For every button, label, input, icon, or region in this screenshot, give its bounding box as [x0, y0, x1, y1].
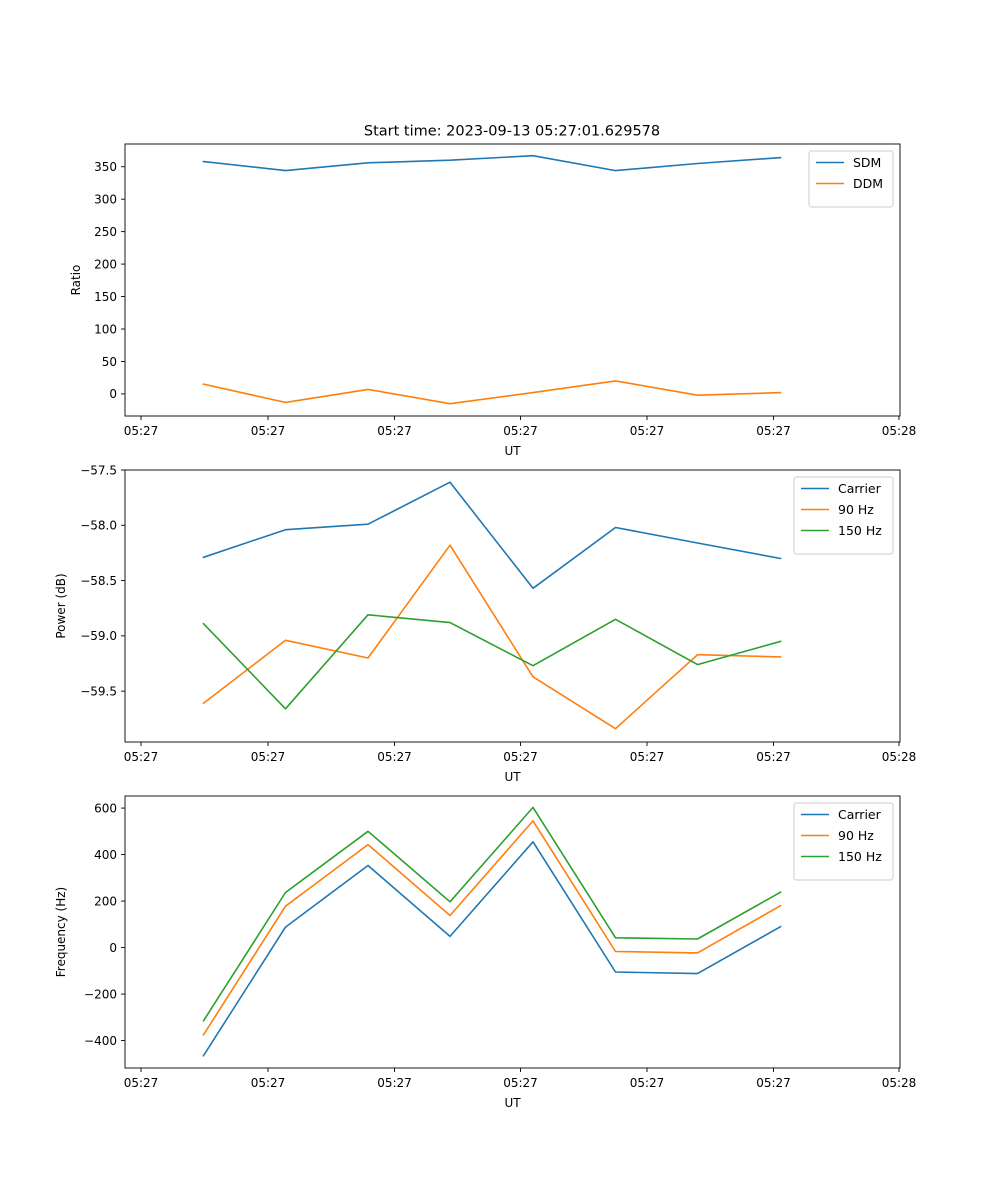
- y-axis-label: Power (dB): [54, 573, 68, 638]
- series-line-carrier: [202, 481, 782, 590]
- series-line-90-hz: [202, 820, 782, 1036]
- legend-box: [793, 476, 894, 555]
- legend-label: 150 Hz: [838, 849, 882, 864]
- y-tick-label: 50: [102, 355, 117, 369]
- x-tick-label: 05:27: [377, 750, 412, 764]
- y-axis-label: Frequency (Hz): [54, 887, 68, 978]
- legend-box: [808, 150, 894, 208]
- y-tick-label: −58.5: [80, 574, 117, 588]
- axes-frame: [124, 469, 901, 743]
- legend-box: [793, 802, 894, 881]
- series-line-sdm: [202, 154, 782, 172]
- x-tick-label: 05:27: [756, 424, 791, 438]
- y-tick-label: −400: [84, 1034, 117, 1048]
- y-tick-label: −59.0: [80, 629, 117, 643]
- x-tick-label: 05:27: [630, 750, 665, 764]
- legend-label: 150 Hz: [838, 523, 882, 538]
- legend: Carrier 90 Hz 150 Hz: [793, 476, 894, 555]
- y-tick-label: 0: [109, 387, 117, 401]
- x-tick-label: 05:27: [251, 750, 286, 764]
- x-tick-label: 05:27: [630, 424, 665, 438]
- legend-label: DDM: [853, 176, 883, 191]
- y-tick-label: 600: [94, 801, 117, 815]
- x-tick-label: 05:27: [503, 1076, 538, 1090]
- x-tick-label: 05:27: [630, 1076, 665, 1090]
- x-axis-label: UT: [504, 770, 521, 784]
- y-tick-label: −59.5: [80, 684, 117, 698]
- legend: SDM DDM: [808, 150, 894, 208]
- chart-panel-1: 05:27 05:27 05:27 05:27 05:27 05:27 05:28 0 50 10…: [69, 143, 917, 458]
- x-tick-label: 05:27: [377, 1076, 412, 1090]
- x-tick-label: 05:27: [503, 424, 538, 438]
- legend-label: Carrier: [838, 807, 882, 822]
- legend-label: 90 Hz: [838, 828, 874, 843]
- x-axis-label: UT: [504, 1096, 521, 1110]
- x-tick-label: 05:27: [503, 750, 538, 764]
- legend-label: 90 Hz: [838, 502, 874, 517]
- legend: Carrier 90 Hz 150 Hz: [793, 802, 894, 881]
- y-tick-label: −58.0: [80, 519, 117, 533]
- legend-label: SDM: [853, 155, 881, 170]
- x-tick-label: 05:27: [251, 424, 286, 438]
- y-tick-label: 250: [94, 225, 117, 239]
- legend-label: Carrier: [838, 481, 882, 496]
- series-line-150-hz: [202, 806, 782, 1022]
- axes-frame: [124, 795, 901, 1069]
- series-line-ddm: [202, 380, 782, 405]
- y-axis-label: Ratio: [69, 265, 83, 296]
- x-axis-label: UT: [504, 444, 521, 458]
- series-line-carrier: [202, 840, 782, 1057]
- x-tick-label: 05:27: [756, 1076, 791, 1090]
- y-tick-label: 0: [109, 941, 117, 955]
- chart-title: Start time: 2023-09-13 05:27:01.629578: [364, 124, 660, 140]
- x-tick-label: 05:27: [377, 424, 412, 438]
- y-tick-label: 200: [94, 257, 117, 271]
- x-tick-label: 05:28: [882, 424, 917, 438]
- y-tick-label: 200: [94, 894, 117, 908]
- series-line-90-hz: [202, 544, 782, 730]
- y-tick-label: −57.5: [80, 463, 117, 477]
- y-tick-label: 100: [94, 322, 117, 336]
- x-tick-label: 05:27: [124, 750, 159, 764]
- series-line-150-hz: [202, 613, 782, 710]
- x-tick-label: 05:27: [124, 1076, 159, 1090]
- axes-frame: [124, 143, 901, 417]
- x-tick-label: 05:27: [756, 750, 791, 764]
- y-tick-label: 350: [94, 160, 117, 174]
- y-tick-label: 150: [94, 290, 117, 304]
- chart-panel-3: 05:27 05:27 05:27 05:27 05:27 05:27 05:28 −400 −…: [54, 795, 917, 1110]
- x-tick-label: 05:27: [251, 1076, 286, 1090]
- y-tick-label: −200: [84, 987, 117, 1001]
- x-tick-label: 05:28: [882, 1076, 917, 1090]
- y-tick-label: 300: [94, 192, 117, 206]
- x-tick-label: 05:28: [882, 750, 917, 764]
- chart-panel-2: 05:27 05:27 05:27 05:27 05:27 05:27 05:28 −57.5…: [54, 463, 916, 784]
- x-tick-label: 05:27: [124, 424, 159, 438]
- y-tick-label: 400: [94, 848, 117, 862]
